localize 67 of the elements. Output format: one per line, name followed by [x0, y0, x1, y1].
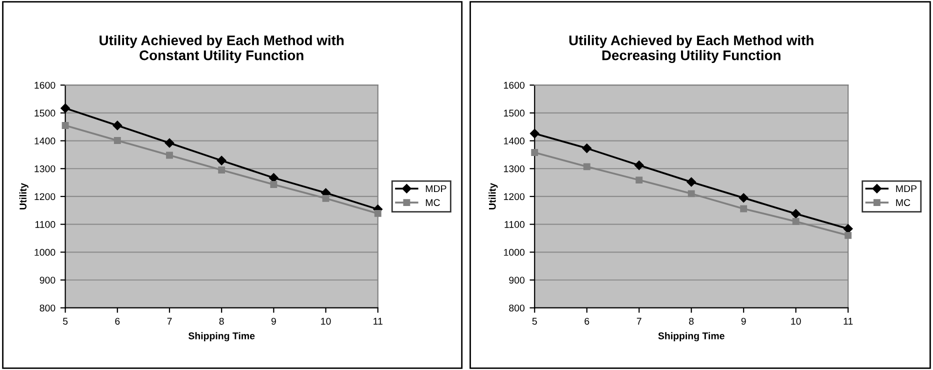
y-tick-label: 1300	[504, 165, 525, 172]
x-tick-label: 7	[167, 318, 172, 325]
x-tick-label: 10	[321, 318, 331, 325]
legend-label: MDP	[896, 185, 917, 192]
x-tick-label: 10	[791, 318, 801, 325]
y-tick-label: 800	[40, 304, 56, 312]
point	[844, 232, 852, 239]
point	[583, 163, 590, 170]
x-axis-title: Shipping Time	[188, 332, 255, 342]
x-tick-label: 11	[374, 318, 382, 325]
point	[792, 218, 800, 225]
point	[270, 181, 278, 188]
point	[166, 152, 173, 159]
y-tick-label: 1100	[504, 221, 525, 228]
y-tick-label: 1500	[504, 110, 525, 117]
point	[164, 138, 174, 148]
x-tick-label: 6	[115, 318, 120, 325]
point	[740, 205, 748, 212]
point	[216, 156, 226, 166]
y-tick-label: 1500	[34, 110, 56, 117]
y-tick-label: 1000	[504, 248, 525, 256]
x-tick-label: 9	[741, 318, 746, 325]
point	[531, 149, 538, 156]
y-tick-label: 900	[40, 276, 56, 284]
point	[843, 224, 853, 234]
x-tick-label: 11	[844, 318, 853, 325]
legend-label: MC	[426, 199, 440, 206]
x-tick-label: 7	[636, 318, 642, 325]
point	[738, 193, 748, 202]
point	[791, 209, 800, 218]
y-tick-label: 1400	[34, 138, 56, 144]
point	[634, 160, 644, 170]
x-tick-label: 8	[219, 318, 224, 325]
y-axis-title: Utility	[488, 183, 498, 210]
point	[582, 144, 592, 153]
y-tick-label: 1600	[34, 82, 56, 89]
x-tick-label: 9	[271, 318, 276, 325]
x-tick-label: 8	[689, 318, 694, 325]
point	[322, 194, 330, 202]
point	[62, 122, 69, 129]
y-tick-label: 1300	[34, 165, 56, 172]
y-tick-label: 1000	[34, 248, 56, 256]
y-tick-label: 1200	[504, 193, 525, 200]
point	[374, 210, 382, 217]
point	[636, 176, 643, 184]
y-tick-label: 1200	[34, 193, 56, 200]
y-axis-title: Utility	[19, 183, 28, 210]
x-axis-title: Shipping Time	[658, 332, 724, 342]
chart-title: Utility Achieved by Each Method with Constant Utility Function	[100, 35, 344, 63]
y-tick-label: 1400	[504, 138, 525, 144]
y-tick-label: 800	[509, 304, 525, 312]
legend-label: MDP	[426, 185, 446, 192]
legend-label: MC	[896, 199, 910, 206]
y-tick-label: 900	[509, 276, 525, 284]
chart-title: Utility Achieved by Each Method with Decreasing Utility Function	[569, 35, 814, 64]
point	[218, 166, 226, 174]
point	[112, 120, 122, 130]
y-tick-label: 1600	[504, 82, 525, 89]
point	[60, 104, 70, 113]
point	[686, 177, 696, 187]
point	[530, 128, 540, 138]
x-tick-label: 5	[62, 318, 68, 325]
x-tick-label: 5	[532, 318, 537, 325]
point	[688, 190, 695, 198]
point	[114, 137, 121, 144]
x-tick-label: 6	[584, 318, 590, 325]
y-tick-label: 1100	[35, 221, 56, 228]
